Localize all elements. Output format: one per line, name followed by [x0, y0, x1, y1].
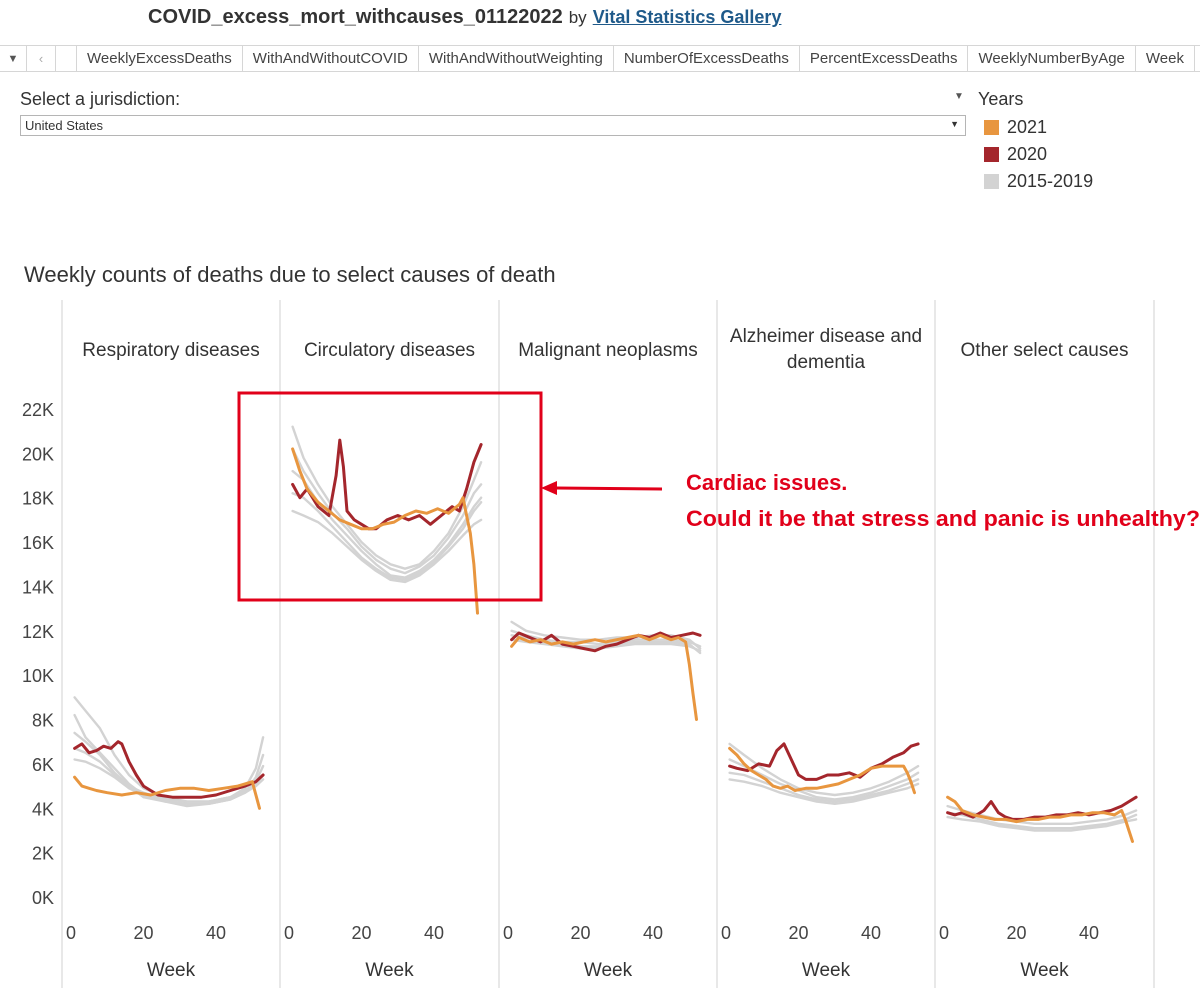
y-tick-label: 20K: [22, 444, 54, 464]
tab-week-truncated[interactable]: Week: [1136, 46, 1195, 71]
author-link[interactable]: Vital Statistics Gallery: [592, 7, 782, 27]
workbook-header: COVID_excess_mort_withcauses_01122022 by…: [148, 6, 781, 34]
tab-percent-excess-deaths[interactable]: PercentExcessDeaths: [800, 46, 969, 71]
y-tick-label: 14K: [22, 577, 54, 597]
series-line-2015-2019-panel-1-1: [291, 447, 483, 575]
annotation-arrow-line: [555, 486, 663, 491]
tab-number-of-excess-deaths[interactable]: NumberOfExcessDeaths: [614, 46, 800, 71]
legend-swatch-2020: [984, 147, 999, 162]
series-line-2021-panel-2-0: [510, 633, 698, 721]
legend-label-2020: 2020: [1007, 144, 1048, 164]
x-axis-label: Week: [365, 960, 414, 981]
series-line-2015-2019-panel-4-1: [946, 811, 1138, 830]
series-line-2021-panel-3-0: [728, 746, 916, 795]
series-line-2020-panel-3-0: [728, 742, 920, 781]
y-tick-label: 6K: [32, 755, 54, 775]
panel-header-label: Circulatory diseases: [304, 340, 475, 361]
tab-with-and-without-covid[interactable]: WithAndWithoutCOVID: [243, 46, 419, 71]
workbook-title: COVID_excess_mort_withcauses_01122022: [148, 6, 563, 28]
tab-spacer: [56, 46, 77, 71]
y-tick-label: 4K: [32, 799, 54, 819]
tab-scroll-left-icon[interactable]: ‹: [27, 46, 56, 71]
panel-header-label: Alzheimer disease and: [730, 326, 922, 347]
tab-with-and-without-weighting[interactable]: WithAndWithoutWeighting: [419, 46, 614, 71]
x-tick-label: 20: [1006, 923, 1026, 943]
series-line-2015-2019-panel-1-4: [291, 509, 483, 584]
y-tick-label: 18K: [22, 489, 54, 509]
series-line-2020-panel-0-0: [73, 740, 265, 799]
tab-menu-dropdown-icon[interactable]: ▼: [0, 46, 27, 71]
series-line-2015-2019-panel-3-0: [728, 742, 920, 797]
series-line-2015-2019-panel-4-2: [946, 815, 1138, 832]
series-line-2015-2019-panel-1-2: [291, 469, 483, 579]
series-line-2015-2019-panel-3-3: [728, 778, 920, 805]
tab-weekly-excess-deaths[interactable]: WeeklyExcessDeaths: [77, 46, 243, 71]
x-tick-label: 0: [284, 923, 294, 943]
x-axis-label: Week: [584, 960, 633, 981]
legend-title: Years: [978, 89, 1024, 109]
series-line-2021-panel-0-0: [73, 775, 261, 810]
y-tick-label: 16K: [22, 533, 54, 553]
y-tick-label: 22K: [22, 400, 54, 420]
panel-header-label: dementia: [787, 352, 866, 373]
legend-swatch-2015-2019: [984, 174, 999, 189]
jurisdiction-label: Select a jurisdiction:: [20, 89, 181, 109]
legend-item-2015-2019[interactable]: 2015-2019: [984, 171, 1093, 192]
legend-label-2021: 2021: [1007, 117, 1048, 137]
x-axis-label: Week: [1020, 960, 1069, 981]
x-tick-label: 0: [721, 923, 731, 943]
chart-title: Weekly counts of deaths due to select ca…: [24, 262, 556, 287]
annotation-arrowhead: [541, 481, 557, 495]
y-tick-label: 8K: [32, 711, 54, 731]
sheet-tab-bar: ▼ ‹ WeeklyExcessDeaths WithAndWithoutCOV…: [0, 45, 1200, 72]
y-tick-label: 0K: [32, 888, 54, 908]
series-line-2015-2019-panel-3-2: [728, 771, 920, 803]
x-tick-label: 40: [424, 923, 444, 943]
annotation-line-1: Cardiac issues.: [686, 470, 847, 495]
series-line-2020-panel-2-0: [510, 631, 702, 653]
y-tick-label: 10K: [22, 666, 54, 686]
chevron-down-icon: ▼: [950, 119, 959, 129]
series-line-2015-2019-panel-0-4: [73, 758, 265, 803]
legend-item-2020[interactable]: 2020: [984, 144, 1047, 165]
series-line-2015-2019-panel-1-3: [291, 492, 483, 581]
jurisdiction-select[interactable]: United States ▼: [20, 115, 966, 136]
highlight-box: [237, 391, 543, 602]
x-axis-label: Week: [147, 960, 196, 981]
x-tick-label: 0: [66, 923, 76, 943]
x-tick-label: 20: [133, 923, 153, 943]
x-tick-label: 20: [788, 923, 808, 943]
panel-header-label: Malignant neoplasms: [518, 340, 698, 361]
by-label: by: [568, 8, 587, 27]
series-line-2021-panel-1-0: [291, 447, 479, 615]
x-tick-label: 40: [206, 923, 226, 943]
x-tick-label: 20: [351, 923, 371, 943]
panel-header-label: Respiratory diseases: [82, 340, 259, 361]
x-tick-label: 40: [1079, 923, 1099, 943]
annotation-line-2: Could it be that stress and panic is unh…: [686, 506, 1200, 531]
x-tick-label: 40: [861, 923, 881, 943]
x-tick-label: 20: [570, 923, 590, 943]
y-tick-label: 2K: [32, 844, 54, 864]
series-line-2015-2019-panel-1-0: [291, 425, 483, 570]
legend-swatch-2021: [984, 120, 999, 135]
panel-header-label: Other select causes: [961, 340, 1129, 361]
legend-item-2021[interactable]: 2021: [984, 117, 1047, 138]
x-tick-label: 40: [643, 923, 663, 943]
series-line-2015-2019-panel-3-1: [728, 758, 920, 801]
legend-menu-icon[interactable]: ▼: [954, 91, 964, 102]
tab-weekly-number-by-age[interactable]: WeeklyNumberByAge: [968, 46, 1136, 71]
y-tick-label: 12K: [22, 622, 54, 642]
x-tick-label: 0: [503, 923, 513, 943]
series-line-2021-panel-4-0: [946, 795, 1134, 843]
x-tick-label: 0: [939, 923, 949, 943]
jurisdiction-select-value: United States: [25, 118, 104, 133]
x-axis-label: Week: [802, 960, 851, 981]
legend-label-2015-2019: 2015-2019: [1007, 171, 1094, 191]
